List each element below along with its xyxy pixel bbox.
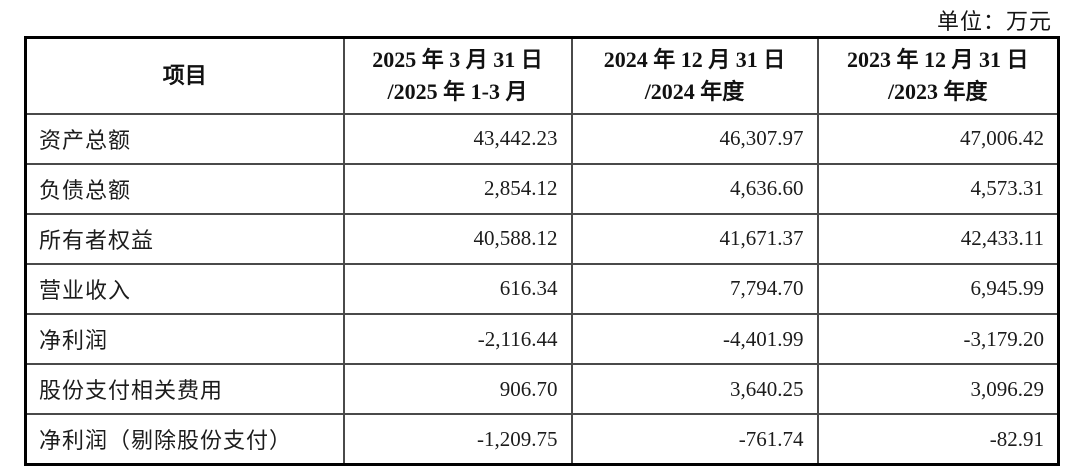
unit-label: 单位：万元 [936,9,1052,34]
value-cell: 906.70 [342,363,573,416]
financial-summary-table: 项目 2025 年 3 月 31 日 /2025 年 1-3 月 2024 年 … [24,36,1060,466]
value-cell: -4,401.99 [570,313,819,366]
table-row: 净利润 -2,116.44 -4,401.99 -3,179.20 [24,313,1060,366]
value-cell: 42,433.11 [816,212,1060,265]
header-period-2024: 2024 年 12 月 31 日 /2024 年度 [570,36,819,115]
value-cell: -761.74 [570,413,819,466]
value-cell: 43,442.23 [342,112,573,165]
table-row: 所有者权益 40,588.12 41,671.37 42,433.11 [24,212,1060,265]
header-period-2023: 2023 年 12 月 31 日 /2023 年度 [816,36,1060,115]
value-cell: 6,945.99 [816,262,1060,316]
item-cell: 所有者权益 [24,212,345,265]
item-cell: 营业收入 [24,262,345,316]
item-cell: 净利润 [24,313,345,366]
value-cell: 616.34 [342,262,573,316]
item-cell: 股份支付相关费用 [24,363,345,416]
value-cell: -1,209.75 [342,413,573,466]
table-row: 净利润（剔除股份支付） -1,209.75 -761.74 -82.91 [24,413,1060,466]
value-cell: 46,307.97 [570,112,819,165]
value-cell: 3,640.25 [570,363,819,416]
value-cell: 3,096.29 [816,363,1060,416]
value-cell: 41,671.37 [570,212,819,265]
item-cell: 净利润（剔除股份支付） [24,413,345,466]
item-cell: 负债总额 [24,162,345,215]
value-cell: 7,794.70 [570,262,819,316]
table-row: 负债总额 2,854.12 4,636.60 4,573.31 [24,162,1060,215]
header-item-label: 项目 [162,62,207,88]
table-row: 营业收入 616.34 7,794.70 6,945.99 [24,262,1060,316]
item-cell: 资产总额 [24,112,345,165]
table-row: 股份支付相关费用 906.70 3,640.25 3,096.29 [24,363,1060,416]
value-cell: -3,179.20 [816,313,1060,366]
header-period-2025: 2025 年 3 月 31 日 /2025 年 1-3 月 [342,36,573,115]
header-item: 项目 [24,36,345,115]
value-cell: 47,006.42 [816,112,1060,165]
table-row: 资产总额 43,442.23 46,307.97 47,006.42 [24,112,1060,165]
value-cell: 40,588.12 [342,212,573,265]
value-cell: 4,573.31 [816,162,1060,215]
value-cell: 2,854.12 [342,162,573,215]
value-cell: -82.91 [816,413,1060,466]
value-cell: -2,116.44 [342,313,573,366]
value-cell: 4,636.60 [570,162,819,215]
header-row: 项目 2025 年 3 月 31 日 /2025 年 1-3 月 2024 年 … [24,36,1060,115]
